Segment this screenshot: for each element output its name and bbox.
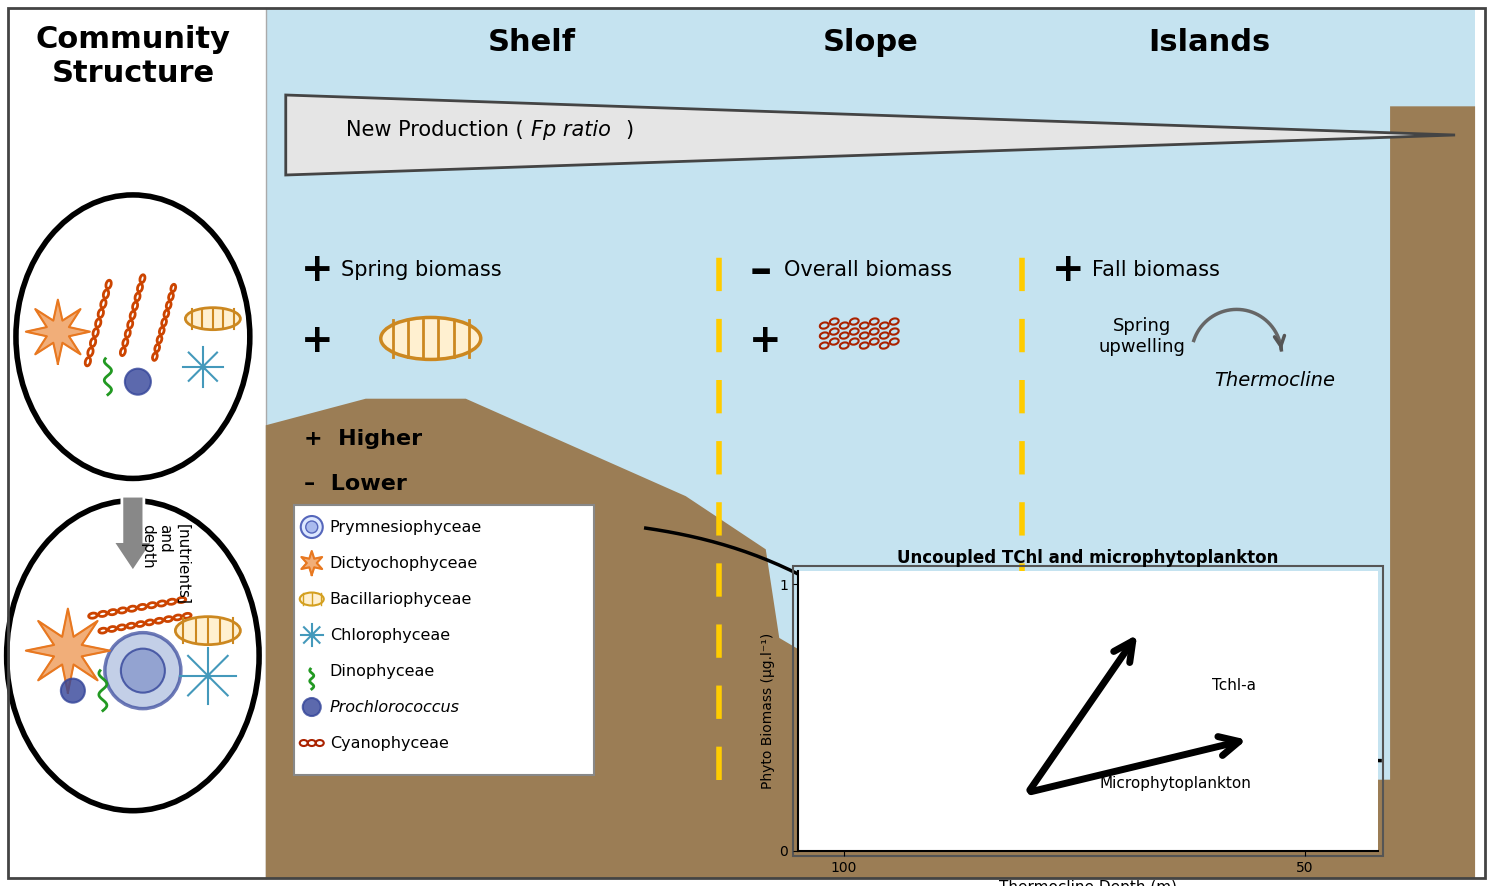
Polygon shape — [25, 609, 110, 693]
Bar — [266, 8, 1475, 878]
Text: Prymnesiophyceae: Prymnesiophyceae — [330, 519, 482, 534]
Text: Slope: Slope — [823, 28, 918, 57]
Text: Microphytoplankton: Microphytoplankton — [1100, 776, 1251, 791]
Text: Cyanophyceae: Cyanophyceae — [330, 735, 448, 750]
Ellipse shape — [6, 501, 260, 811]
Text: New Production (: New Production ( — [346, 120, 524, 140]
Circle shape — [105, 633, 181, 709]
Text: ): ) — [626, 120, 635, 140]
Bar — [793, 566, 1384, 856]
Ellipse shape — [175, 617, 240, 645]
X-axis label: Thermocline Depth (m): Thermocline Depth (m) — [999, 881, 1176, 886]
Text: Prochlorococcus: Prochlorococcus — [330, 700, 460, 714]
Text: Fp ratio: Fp ratio — [530, 120, 611, 140]
Text: Spring biomass: Spring biomass — [340, 260, 502, 280]
Text: +: + — [300, 252, 333, 289]
Ellipse shape — [300, 593, 324, 605]
Circle shape — [61, 679, 85, 703]
Ellipse shape — [16, 195, 249, 478]
Ellipse shape — [381, 317, 481, 360]
Text: Bacillariophyceae: Bacillariophyceae — [330, 592, 472, 607]
Text: Community
Structure: Community Structure — [36, 25, 230, 88]
Polygon shape — [266, 106, 1475, 878]
Text: Dinophyceae: Dinophyceae — [330, 664, 434, 679]
Text: Fall biomass: Fall biomass — [1091, 260, 1220, 280]
Text: +  Higher: + Higher — [303, 429, 423, 448]
Polygon shape — [302, 551, 322, 575]
Circle shape — [125, 369, 151, 394]
Text: +: + — [300, 323, 333, 360]
Ellipse shape — [185, 307, 240, 330]
Text: Shelf: Shelf — [488, 28, 576, 57]
Polygon shape — [25, 299, 90, 363]
Y-axis label: Phyto Biomass (µg.l⁻¹): Phyto Biomass (µg.l⁻¹) — [761, 633, 775, 789]
Text: Dictyochophyceae: Dictyochophyceae — [330, 556, 478, 571]
Text: Overall biomass: Overall biomass — [784, 260, 953, 280]
Text: –: – — [749, 249, 772, 291]
Circle shape — [306, 521, 318, 533]
Circle shape — [300, 516, 322, 538]
Text: Spring
upwelling: Spring upwelling — [1099, 317, 1185, 356]
Text: Islands: Islands — [1148, 28, 1271, 57]
Text: Chlorophyceae: Chlorophyceae — [330, 627, 449, 642]
Text: –  Lower: – Lower — [303, 474, 406, 494]
Circle shape — [303, 698, 321, 716]
Circle shape — [121, 649, 164, 693]
Bar — [294, 505, 594, 775]
Text: [nutrients]
and
depth: [nutrients] and depth — [140, 524, 190, 605]
Text: +: + — [749, 323, 782, 360]
Polygon shape — [285, 95, 1456, 175]
Text: Tchl-a: Tchl-a — [1212, 678, 1257, 693]
Bar — [7, 8, 266, 878]
Title: Uncoupled TChl and microphytoplankton: Uncoupled TChl and microphytoplankton — [897, 548, 1280, 567]
FancyArrow shape — [113, 496, 152, 571]
Text: Thermocline: Thermocline — [1215, 371, 1336, 390]
Text: +: + — [1051, 252, 1084, 289]
